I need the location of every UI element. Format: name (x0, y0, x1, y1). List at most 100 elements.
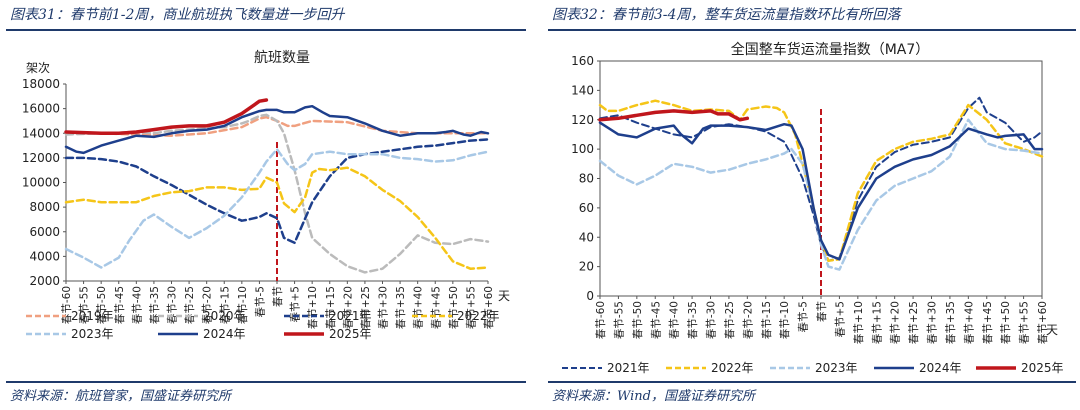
y-tick-label: 6000 (29, 225, 60, 239)
x-tick-label: 春节-30 (167, 286, 179, 324)
panel-freight: 图表32：春节前3-4周，整车货运流量指数环比有所回落 全国整车货运流量指数（M… (548, 0, 1078, 410)
x-tick-label: 春节+15 (325, 286, 337, 329)
x-tick-label: 春节 (272, 286, 284, 307)
y-tick-label: 14000 (22, 126, 60, 140)
x-tick-label: 春节-35 (149, 286, 161, 324)
x-tick-label: 春节+45 (430, 286, 442, 329)
x-tick-label: 春节-40 (669, 301, 681, 339)
y-tick-label: 160 (571, 54, 594, 68)
legend-item-2024年: 2024年 (158, 327, 246, 341)
legend-label: 2020年 (203, 309, 246, 323)
x-tick-label: 春节-5 (254, 286, 266, 317)
x-tick-label: 春节-60 (595, 301, 607, 339)
freight-chart: 全国整车货运流量指数（MA7） 0 20 40 60 80 100 120 140 160 春节-6… (562, 41, 1064, 375)
x-tick-label: 春节+10 (307, 286, 319, 329)
series-line-2023年 (64, 148, 490, 269)
x-tick-label: 春节-10 (779, 301, 791, 339)
y-tick-label: 100 (571, 142, 594, 156)
x-tick-label: 春节-15 (219, 286, 231, 324)
x-axis-unit: 天 (1046, 323, 1058, 337)
x-tick-label: 春节-20 (202, 286, 214, 324)
x-tick-label: 春节+5 (834, 301, 846, 337)
series-line-2021年 (64, 138, 490, 245)
y-tick-label: 0 (586, 289, 594, 303)
legend-label: 2024年 (203, 327, 246, 341)
y-tick-label: 4000 (29, 249, 60, 263)
x-tick-label: 春节-50 (96, 286, 108, 324)
legend-item-2022年: 2022年 (666, 361, 754, 375)
series-line-2024年 (64, 104, 490, 155)
source-divider (548, 381, 1076, 383)
x-tick-label: 春节-60 (61, 286, 73, 324)
x-tick-label: 春节-45 (650, 301, 662, 339)
x-tick-label: 春节-55 (79, 286, 91, 324)
y-axis-label: 架次 (26, 61, 50, 75)
x-tick-label: 春节+55 (1019, 301, 1031, 344)
x-tick-label: 春节-20 (742, 301, 754, 339)
x-tick-label: 春节+20 (342, 286, 354, 329)
legend-item-2022年: 2022年 (412, 309, 500, 323)
x-tick-label: 春节-55 (613, 301, 625, 339)
legend-item-2024年: 2024年 (874, 361, 962, 375)
legend-label: 2021年 (607, 361, 650, 375)
legend-label: 2023年 (815, 361, 858, 375)
panel-flights: 图表31：春节前1-2周，商业航班执飞数量进一步回升 航班数量架次 2000 400… (6, 0, 536, 410)
source-note: 资料来源：航班管家，国盛证券研究所 (10, 389, 232, 404)
y-tick-label: 10000 (22, 176, 60, 190)
x-tick-label: 春节+60 (1037, 301, 1049, 344)
x-tick-label: 春节-10 (237, 286, 249, 324)
x-tick-label: 春节-35 (687, 301, 699, 339)
legend-label: 2022年 (711, 361, 754, 375)
chart-title: 全国整车货运流量指数（MA7） (731, 41, 930, 58)
y-tick-label: 18000 (22, 77, 60, 91)
plot-frame (599, 60, 1043, 297)
legend-item-2025年: 2025年 (284, 327, 372, 341)
x-tick-label: 春节+5 (290, 286, 302, 322)
x-tick-label: 春节+30 (927, 301, 939, 344)
y-tick-label: 12000 (22, 151, 60, 165)
x-tick-label: 春节+35 (395, 286, 407, 329)
chart-title: 航班数量 (254, 50, 310, 66)
legend-label: 2025年 (1021, 361, 1064, 375)
legend-label: 2021年 (329, 309, 372, 323)
legend-item-2023年: 2023年 (770, 361, 858, 375)
caption-divider (6, 29, 526, 31)
x-tick-label: 春节+30 (378, 286, 390, 329)
x-tick-label: 春节+50 (1000, 301, 1012, 344)
x-tick-label: 春节+15 (871, 301, 883, 344)
y-tick-label: 2000 (29, 274, 60, 288)
x-tick-label: 春节+55 (465, 286, 477, 329)
legend-item-2019年: 2019年 (26, 309, 114, 323)
y-tick-label: 120 (571, 113, 594, 127)
legend-item-2020年: 2020年 (158, 309, 246, 323)
x-tick-label: 春节+25 (360, 286, 372, 329)
y-tick-label: 140 (571, 83, 594, 97)
legend-label: 2019年 (71, 309, 114, 323)
x-tick-label: 春节+10 (853, 301, 865, 344)
y-tick-label: 40 (579, 230, 594, 244)
x-tick-label: 春节+35 (945, 301, 957, 344)
x-axis-unit: 天 (498, 289, 510, 303)
caption-divider (548, 29, 1076, 31)
x-tick-label: 春节+40 (963, 301, 975, 344)
source-note: 资料来源：Wind，国盛证券研究所 (552, 389, 755, 404)
legend-item-2021年: 2021年 (562, 361, 650, 375)
series-line-2025年 (64, 98, 269, 136)
figure-caption: 图表31：春节前1-2周，商业航班执飞数量进一步回升 (10, 7, 345, 23)
x-tick-label: 春节 (816, 301, 828, 322)
series-line-2024年 (598, 121, 1044, 261)
x-tick-label: 春节-50 (632, 301, 644, 339)
x-tick-label: 春节-15 (761, 301, 773, 339)
y-tick-label: 16000 (22, 102, 60, 116)
x-tick-label: 春节+45 (982, 301, 994, 344)
x-tick-label: 春节+20 (890, 301, 902, 344)
y-tick-label: 8000 (29, 200, 60, 214)
legend-item-2021年: 2021年 (284, 309, 372, 323)
x-tick-label: 春节+25 (908, 301, 920, 344)
x-tick-label: 春节+40 (413, 286, 425, 329)
legend-label: 2024年 (919, 361, 962, 375)
x-tick-label: 春节+50 (448, 286, 460, 329)
figure-caption: 图表32：春节前3-4周，整车货运流量指数环比有所回落 (552, 7, 901, 23)
y-tick-label: 80 (579, 172, 594, 186)
